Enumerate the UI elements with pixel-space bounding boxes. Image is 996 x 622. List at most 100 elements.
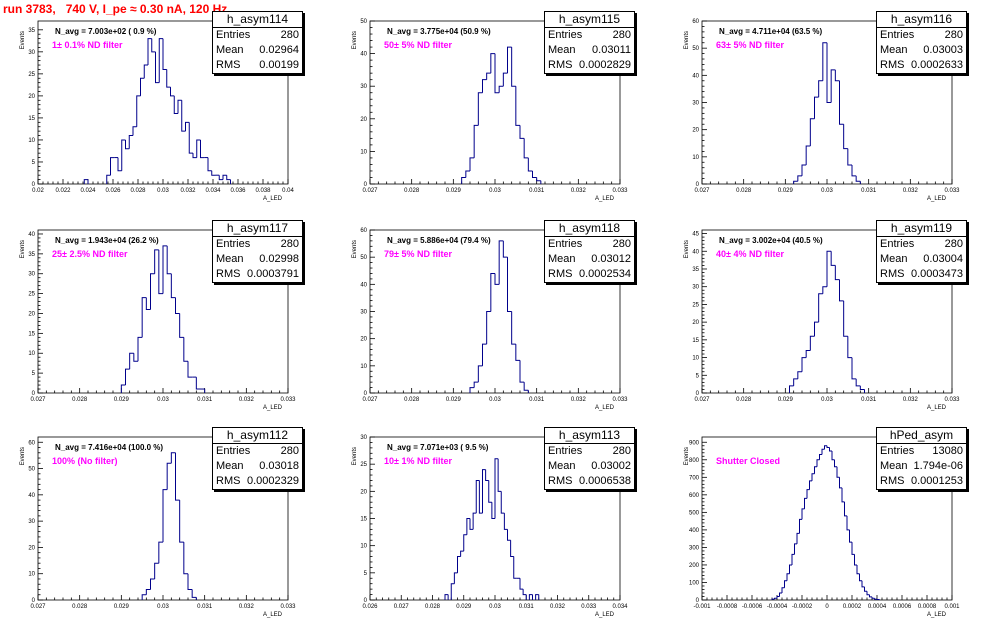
- histogram-bin: [797, 371, 802, 379]
- stat-mean-row: Mean 0.03018: [213, 459, 302, 474]
- x-tick-label: 0.0004: [868, 604, 887, 610]
- stat-entries-label: Entries: [548, 29, 583, 41]
- histogram-bin: [814, 96, 819, 119]
- histogram-bin: [839, 279, 844, 302]
- stat-entries-row: Entries 280: [545, 444, 634, 459]
- y-tick-label: 20: [692, 320, 699, 326]
- stat-rms-label: RMS: [216, 475, 241, 487]
- y-tick-label: 0: [364, 182, 368, 188]
- y-tick-label: 20: [28, 311, 35, 317]
- histogram-bin: [185, 121, 190, 132]
- x-tick-label: 0.026: [362, 604, 378, 610]
- x-tick-label: 0.027: [694, 188, 710, 194]
- y-axis-label: Events: [684, 31, 690, 49]
- x-tick-label: 0.031: [861, 397, 877, 403]
- y-tick-label: 0: [696, 598, 700, 604]
- histogram-bin: [478, 480, 483, 514]
- histogram-bin: [804, 497, 807, 509]
- y-tick-label: 35: [28, 252, 35, 258]
- y-tick-label: 10: [28, 351, 35, 357]
- stat-mean-label: Mean: [880, 460, 908, 472]
- histogram-bin: [874, 598, 877, 600]
- histogram-bin: [507, 46, 512, 74]
- x-tick-label: 0.024: [80, 188, 96, 194]
- histogram-bin: [128, 135, 133, 149]
- stat-rms-row: RMS 0.0006538: [545, 474, 634, 489]
- x-tick-label: 0.027: [694, 397, 710, 403]
- histogram-bin: [207, 157, 212, 172]
- histogram-name: h_asym118: [545, 221, 634, 237]
- y-axis-label: Events: [352, 447, 358, 465]
- x-tick-label: 0.022: [55, 188, 71, 194]
- histogram-bin: [162, 489, 168, 543]
- stat-rms-row: RMS 0.0002829: [545, 58, 634, 73]
- x-tick-label: 0.033: [944, 397, 960, 403]
- histogram-bin: [222, 174, 227, 180]
- histogram-bin: [519, 125, 525, 139]
- navg-label: N_avg = 7.416e+04 (100.0 %): [55, 443, 163, 452]
- x-tick-label: 0.029: [446, 397, 462, 403]
- histogram-bin: [488, 480, 492, 503]
- navg-label: N_avg = 3.775e+04 (50.9 %): [387, 27, 491, 36]
- histogram-bin: [177, 99, 182, 114]
- stat-rms-value: 0.0001253: [911, 475, 963, 487]
- stat-entries-value: 280: [612, 238, 631, 250]
- histogram-bin: [475, 479, 480, 514]
- histogram-bin: [511, 47, 516, 87]
- x-tick-label: 0.031: [861, 188, 877, 194]
- stat-mean-label: Mean: [880, 44, 908, 56]
- y-tick-label: 20: [28, 94, 35, 100]
- y-axis-label: Events: [20, 31, 26, 49]
- histogram-svg: 0.027 0.028 0.029 0.03 0.031 0.032 0.033 0 5 10 15…: [684, 229, 960, 411]
- histogram-bin: [856, 564, 860, 575]
- histogram-bin: [179, 500, 184, 543]
- histogram-bin: [83, 179, 88, 184]
- histogram-bin: [469, 157, 475, 171]
- plot-area: 0.027 0.028 0.029 0.03 0.031 0.032 0.033 0 5 10 15…: [20, 229, 296, 411]
- histogram-bin: [843, 300, 848, 337]
- x-tick-label: 0.026: [105, 188, 121, 194]
- x-tick-label: 0.03: [489, 397, 501, 403]
- stat-rms-label: RMS: [216, 268, 241, 280]
- plot-area: 0.027 0.028 0.029 0.03 0.031 0.032 0.033 0 10 20 3…: [352, 19, 628, 202]
- stat-rms-value: 0.0002534: [579, 268, 631, 280]
- y-tick-label: 50: [360, 255, 367, 261]
- x-tick-label: 0.0006: [893, 604, 912, 610]
- x-tick-label: 0.028: [130, 188, 146, 194]
- histogram-bin: [150, 578, 155, 590]
- y-tick-label: 5: [32, 160, 36, 166]
- y-tick-label: 500: [689, 510, 700, 516]
- stat-mean-row: Mean 0.03012: [545, 252, 634, 267]
- histogram-bin: [132, 126, 137, 136]
- stat-entries-value: 280: [280, 238, 299, 250]
- histogram-bin: [187, 573, 193, 590]
- x-tick-label: -0.0002: [792, 604, 813, 610]
- histogram-svg: 0.027 0.028 0.029 0.03 0.031 0.032 0.033 0 10 20 3…: [20, 436, 296, 618]
- histogram-bin: [793, 180, 798, 184]
- histogram-bin: [805, 145, 811, 165]
- histogram-bin: [511, 311, 516, 345]
- histogram-bin: [510, 540, 514, 558]
- y-tick-label: 600: [689, 493, 700, 499]
- plot-area: 0.02 0.022 0.024 0.026 0.028 0.03 0.032 0.034 0.…: [20, 20, 294, 202]
- y-tick-label: 30: [692, 101, 699, 107]
- y-tick-label: 0: [696, 391, 700, 397]
- stat-rms-value: 0.0003473: [911, 268, 963, 280]
- histogram-bin: [211, 170, 216, 176]
- stat-entries-value: 280: [612, 29, 631, 41]
- x-tick-label: 0.033: [581, 604, 597, 610]
- histogram-bin: [170, 273, 176, 299]
- histogram-bin: [515, 344, 520, 361]
- histogram-name: hPed_asym: [877, 428, 966, 444]
- histogram-panel-h_asym119: 0.027 0.028 0.029 0.03 0.031 0.032 0.033 0 5 10 15…: [662, 218, 967, 411]
- y-tick-label: 10: [360, 364, 367, 370]
- histogram-bin: [836, 466, 840, 478]
- y-tick-label: 5: [696, 373, 700, 379]
- histogram-bin: [444, 594, 449, 600]
- histogram-bin: [457, 556, 461, 573]
- x-tick-label: 0.032: [903, 397, 919, 403]
- histogram-bin: [125, 139, 130, 150]
- histogram-bin: [498, 85, 504, 93]
- histogram-bin: [507, 529, 511, 541]
- x-tick-label: 0.03: [821, 188, 833, 194]
